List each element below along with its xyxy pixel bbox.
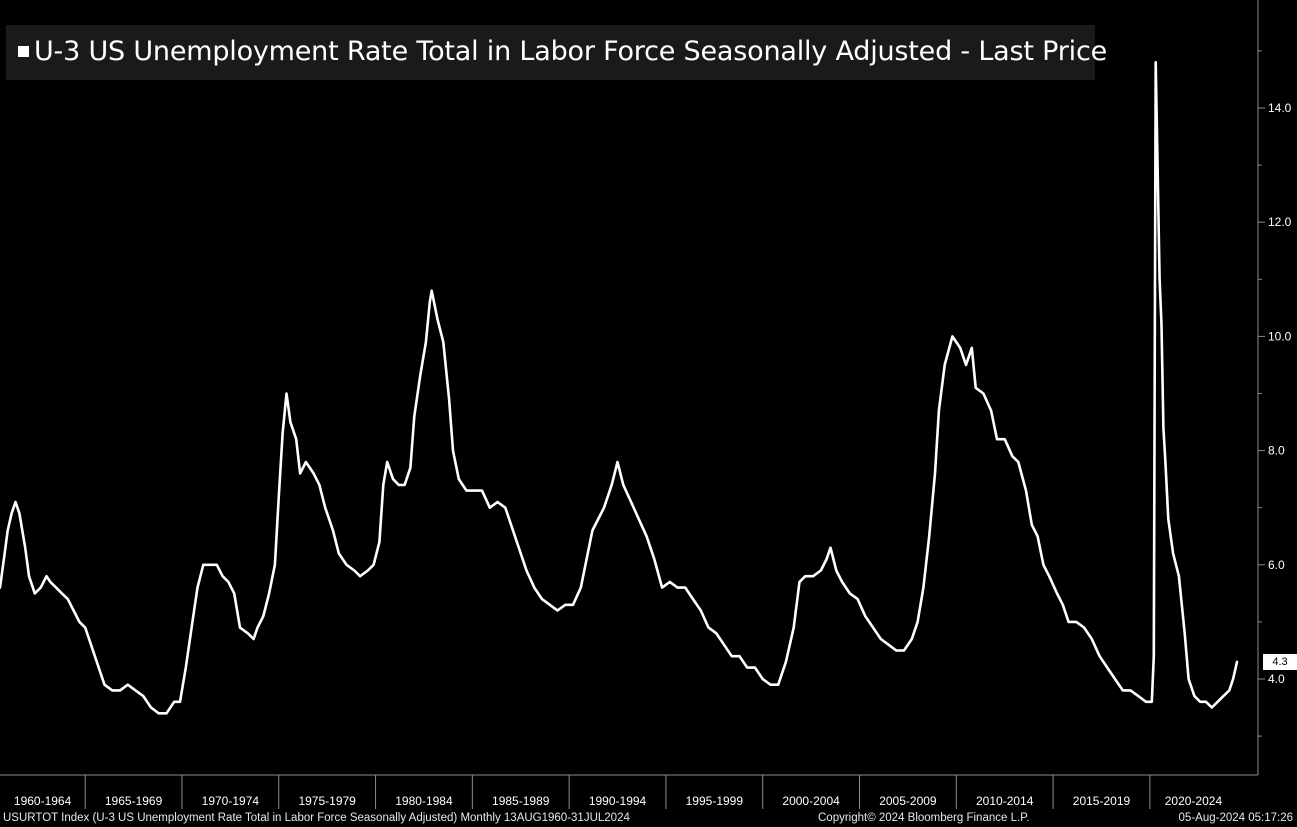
x-tick-label: 2000-2004 xyxy=(782,794,840,808)
x-tick-label: 1975-1979 xyxy=(298,794,356,808)
x-tick-label: 1995-1999 xyxy=(686,794,744,808)
x-tick-label: 1960-1964 xyxy=(14,794,72,808)
x-tick-label: 1980-1984 xyxy=(395,794,453,808)
y-axis: 4.0 6.0 8.0 10.0 12.0 14.0 xyxy=(1257,0,1292,775)
last-value-badge: 4.3 xyxy=(1263,654,1297,670)
x-tick-label: 2010-2014 xyxy=(976,794,1034,808)
x-tick-label: 1990-1994 xyxy=(589,794,647,808)
x-axis: 1960-1964 1965-1969 1970-1974 1975-1979 1980… xyxy=(0,774,1258,809)
legend xyxy=(6,25,1095,80)
footer-series-description: USURTOT Index (U-3 US Unemployment Rate … xyxy=(3,812,630,824)
y-tick-label: 4.0 xyxy=(1268,672,1285,686)
x-tick-label: 1985-1989 xyxy=(492,794,550,808)
legend-label: U-3 US Unemployment Rate Total in Labor … xyxy=(34,36,1108,67)
x-tick-label: 2015-2019 xyxy=(1073,794,1131,808)
x-tick-label: 2005-2009 xyxy=(879,794,937,808)
x-tick-label: 1965-1969 xyxy=(105,794,163,808)
series-line xyxy=(0,61,1239,715)
footer-copyright: Copyright© 2024 Bloomberg Finance L.P. xyxy=(818,812,1030,824)
y-tick-label: 12.0 xyxy=(1268,215,1292,229)
white-square-icon xyxy=(18,46,29,57)
footer-timestamp: 05-Aug-2024 05:17:26 xyxy=(1178,812,1293,824)
x-tick-label: 2020-2024 xyxy=(1165,794,1223,808)
plot-area xyxy=(0,61,1239,715)
y-tick-label: 6.0 xyxy=(1268,558,1285,572)
y-tick-label: 14.0 xyxy=(1268,101,1292,115)
x-tick-label: 1970-1974 xyxy=(202,794,260,808)
y-tick-label: 8.0 xyxy=(1268,444,1285,458)
y-tick-label: 10.0 xyxy=(1268,329,1292,343)
